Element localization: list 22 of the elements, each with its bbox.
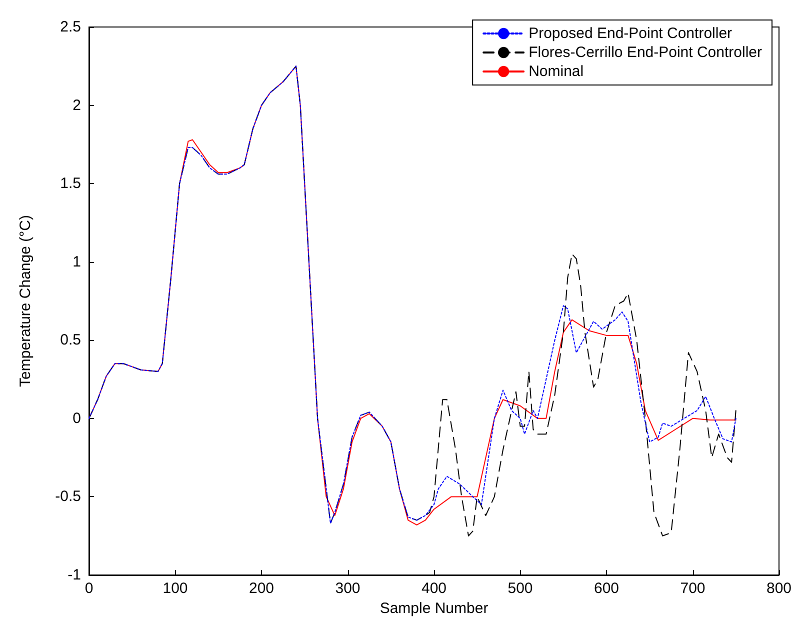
legend-label: Nominal (528, 63, 584, 80)
y-tick-label: -1 (68, 566, 81, 584)
x-tick-label: 100 (162, 580, 188, 597)
x-tick-label: 0 (84, 580, 94, 597)
x-tick-label: 200 (248, 580, 274, 597)
y-tick-label: -0.5 (55, 488, 81, 506)
legend-label: Flores-Cerrillo End-Point Controller (528, 44, 762, 61)
x-tick-label: 300 (335, 580, 360, 597)
x-tick-label: 700 (680, 580, 706, 597)
legend-label: Proposed End-Point Controller (528, 25, 732, 42)
y-axis-title: Temperature Change (°C) (17, 215, 34, 387)
x-tick-label: 600 (594, 580, 620, 597)
x-tick-label: 400 (421, 580, 447, 597)
y-tick-label: 0.5 (60, 332, 81, 349)
x-tick-label: 500 (508, 580, 533, 597)
y-tick-label: 1.5 (60, 175, 81, 192)
y-tick-label: 1 (72, 253, 81, 270)
y-tick-label: 2.5 (60, 18, 81, 36)
y-tick-label: 2 (72, 96, 81, 114)
x-tick-label: 800 (766, 580, 792, 597)
x-axis-title: Sample Number (380, 600, 488, 617)
y-tick-label: 0 (72, 410, 81, 427)
